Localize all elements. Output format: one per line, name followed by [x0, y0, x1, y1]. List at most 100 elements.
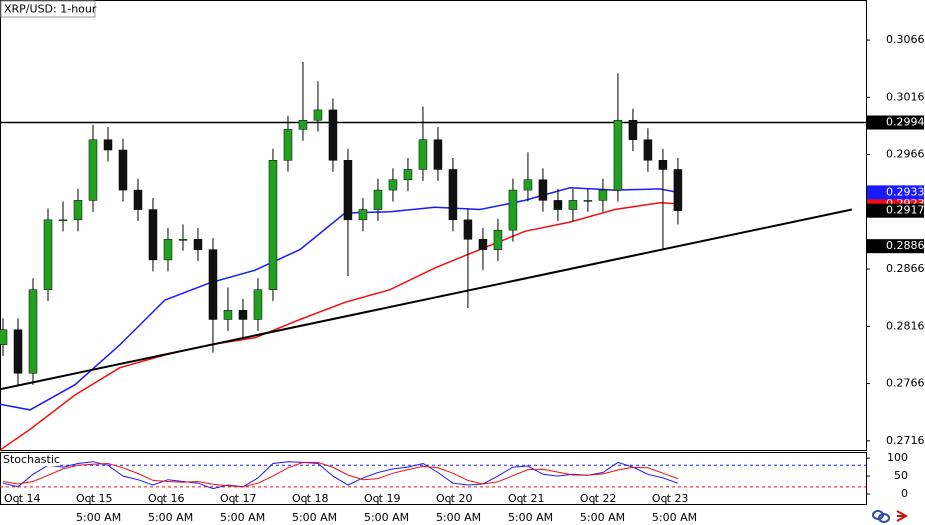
stochastic-line: [2, 461, 679, 488]
candle-body: [268, 160, 278, 290]
candle-body: [418, 139, 428, 170]
candle-body: [508, 189, 518, 231]
candle-body: [58, 219, 68, 222]
x-time-label: 5:00 AM: [580, 511, 625, 524]
y-tick-label: 0.2716: [886, 434, 925, 447]
y-tick-label: 0.3066: [886, 33, 925, 46]
candle-body: [283, 129, 293, 161]
candle-body: [463, 219, 473, 240]
x-time-label: 5:00 AM: [436, 511, 481, 524]
price-label: 0.2917: [886, 204, 925, 217]
trendline: [0, 208, 853, 391]
link-icon-part: [878, 513, 890, 523]
indicator-title-box: [1, 453, 59, 466]
candle-body: [208, 249, 218, 320]
candle-body: [478, 239, 488, 250]
candle-body: [178, 239, 188, 241]
candle-body: [523, 179, 533, 191]
toolbar-icons[interactable]: [872, 510, 909, 523]
candle-body: [583, 200, 593, 202]
candle-body: [148, 209, 158, 261]
indicator-panel-frame: [0, 452, 867, 505]
candle-body: [628, 119, 638, 140]
x-tick-label: Oct 19: [364, 492, 401, 505]
x-tick-label: Oct 18: [292, 492, 329, 505]
x-time-label: 5:00 AM: [364, 511, 409, 524]
y-tick-label: 0.2866: [886, 262, 925, 275]
candle-body: [643, 139, 653, 161]
price-label-box: [867, 203, 924, 218]
candle-body: [88, 139, 98, 201]
candle-body: [538, 179, 548, 201]
candle-body: [658, 160, 668, 170]
x-tick-label: Oct 23: [652, 492, 689, 505]
candle-body: [313, 109, 323, 121]
candle-body: [373, 189, 383, 210]
candle-body: [73, 200, 83, 221]
candle-body: [343, 160, 353, 221]
candle-body: [118, 149, 128, 191]
x-tick-label: Oct 17: [220, 492, 257, 505]
candle-body: [493, 229, 503, 250]
candle-body: [13, 329, 23, 374]
candle-body: [553, 200, 563, 210]
price-panel-frame: [0, 0, 867, 451]
x-time-label: 5:00 AM: [292, 511, 337, 524]
plot: 0.3066 0.3016 0.2966 0.2866 0.2816 0.2766 0.27…: [0, 33, 925, 524]
indicator-y-tick-label: 100: [887, 451, 908, 464]
candle-body: [448, 169, 458, 221]
x-time-label: 5:00 AM: [508, 511, 553, 524]
x-time-label: 5:00 AM: [76, 511, 121, 524]
candle-body: [163, 239, 173, 261]
x-time-label: 5:00 AM: [148, 511, 193, 524]
x-time-label: 5:00 AM: [220, 511, 265, 524]
candle-body: [103, 139, 113, 151]
candle-body: [43, 219, 53, 290]
x-tick-label: Oct 22: [580, 492, 617, 505]
y-tick-label: 0.2966: [886, 148, 925, 161]
candle-body: [358, 209, 368, 221]
candle-body: [0, 329, 8, 345]
chart-title: XRP/USD: 1-hour: [4, 3, 97, 16]
candle-body: [403, 169, 413, 181]
x-tick-label: Oct 15: [76, 492, 113, 505]
price-label: 0.2994: [886, 116, 925, 129]
candle-body: [223, 310, 233, 320]
candle-body: [28, 289, 38, 374]
x-time-label: 5:00 AM: [652, 511, 697, 524]
candle-body: [328, 109, 338, 161]
moving-average: [0, 201, 678, 451]
indicator-y-tick-label: 0: [901, 487, 908, 500]
candle-body: [598, 189, 608, 201]
candle-body: [238, 310, 248, 320]
price-label-box: [867, 115, 924, 130]
candle-body: [133, 189, 143, 210]
x-tick-label: Oct 14: [4, 492, 41, 505]
x-tick-label: Oct 16: [148, 492, 185, 505]
y-tick-label: 0.2816: [886, 319, 925, 332]
candle-body: [673, 169, 683, 211]
candle-body: [613, 119, 623, 191]
candle-body: [388, 179, 398, 191]
x-tick-label: Oct 20: [436, 492, 473, 505]
stochastic-line: [2, 461, 679, 490]
candle-body: [253, 289, 263, 320]
candle-body: [193, 239, 203, 250]
candle-body: [298, 119, 308, 130]
indicator-y-tick-label: 50: [894, 469, 908, 482]
price-label-box: [867, 239, 924, 254]
indicator-title: Stochastic: [3, 453, 60, 466]
price-label-box: [867, 185, 924, 200]
y-tick-label: 0.2766: [886, 377, 925, 390]
candle-body: [433, 139, 443, 170]
arrow-icon[interactable]: [896, 510, 909, 522]
title-box: [0, 0, 96, 18]
price-label: 0.2933: [886, 185, 925, 198]
y-tick-label: 0.3016: [886, 90, 925, 103]
x-tick-label: Oct 21: [508, 492, 545, 505]
price-label: 0.2886: [886, 239, 925, 252]
candle-body: [568, 200, 578, 210]
